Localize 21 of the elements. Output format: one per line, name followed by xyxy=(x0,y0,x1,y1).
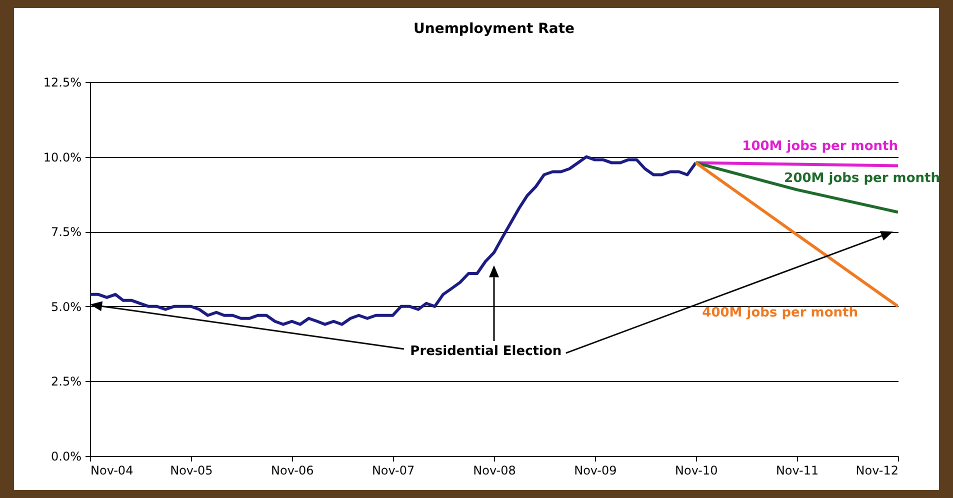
x-tick-label: Nov-07 xyxy=(372,464,415,478)
chart-title: Unemployment Rate xyxy=(413,21,575,37)
y-tick-label: 5.0% xyxy=(51,300,82,314)
line-series xyxy=(90,155,698,326)
y-tick-label: 12.5% xyxy=(43,76,82,90)
x-tick-label: Nov-06 xyxy=(271,464,314,478)
y-tick-label: 7.5% xyxy=(51,225,82,240)
x-tick-label: Nov-11 xyxy=(776,464,819,478)
y-tick-label: 10.0% xyxy=(43,150,82,164)
x-tick-label: Nov-09 xyxy=(574,464,617,478)
y-tick-label: 0.0% xyxy=(51,450,82,464)
x-tick-label: Nov-04 xyxy=(90,464,134,478)
series-label: 400M jobs per month xyxy=(702,305,858,320)
series-label: 200M jobs per month xyxy=(784,171,940,186)
series-label: 100M jobs per month xyxy=(742,138,898,154)
x-tick-label: Nov-05 xyxy=(170,464,213,478)
annotation: Presidential Election xyxy=(410,344,562,360)
y-tick-label: 2.5% xyxy=(51,374,82,389)
x-tick-label: Nov-12 xyxy=(856,464,898,478)
x-tick-label: Nov-08 xyxy=(473,464,516,478)
x-tick-label: Nov-10 xyxy=(675,464,718,478)
